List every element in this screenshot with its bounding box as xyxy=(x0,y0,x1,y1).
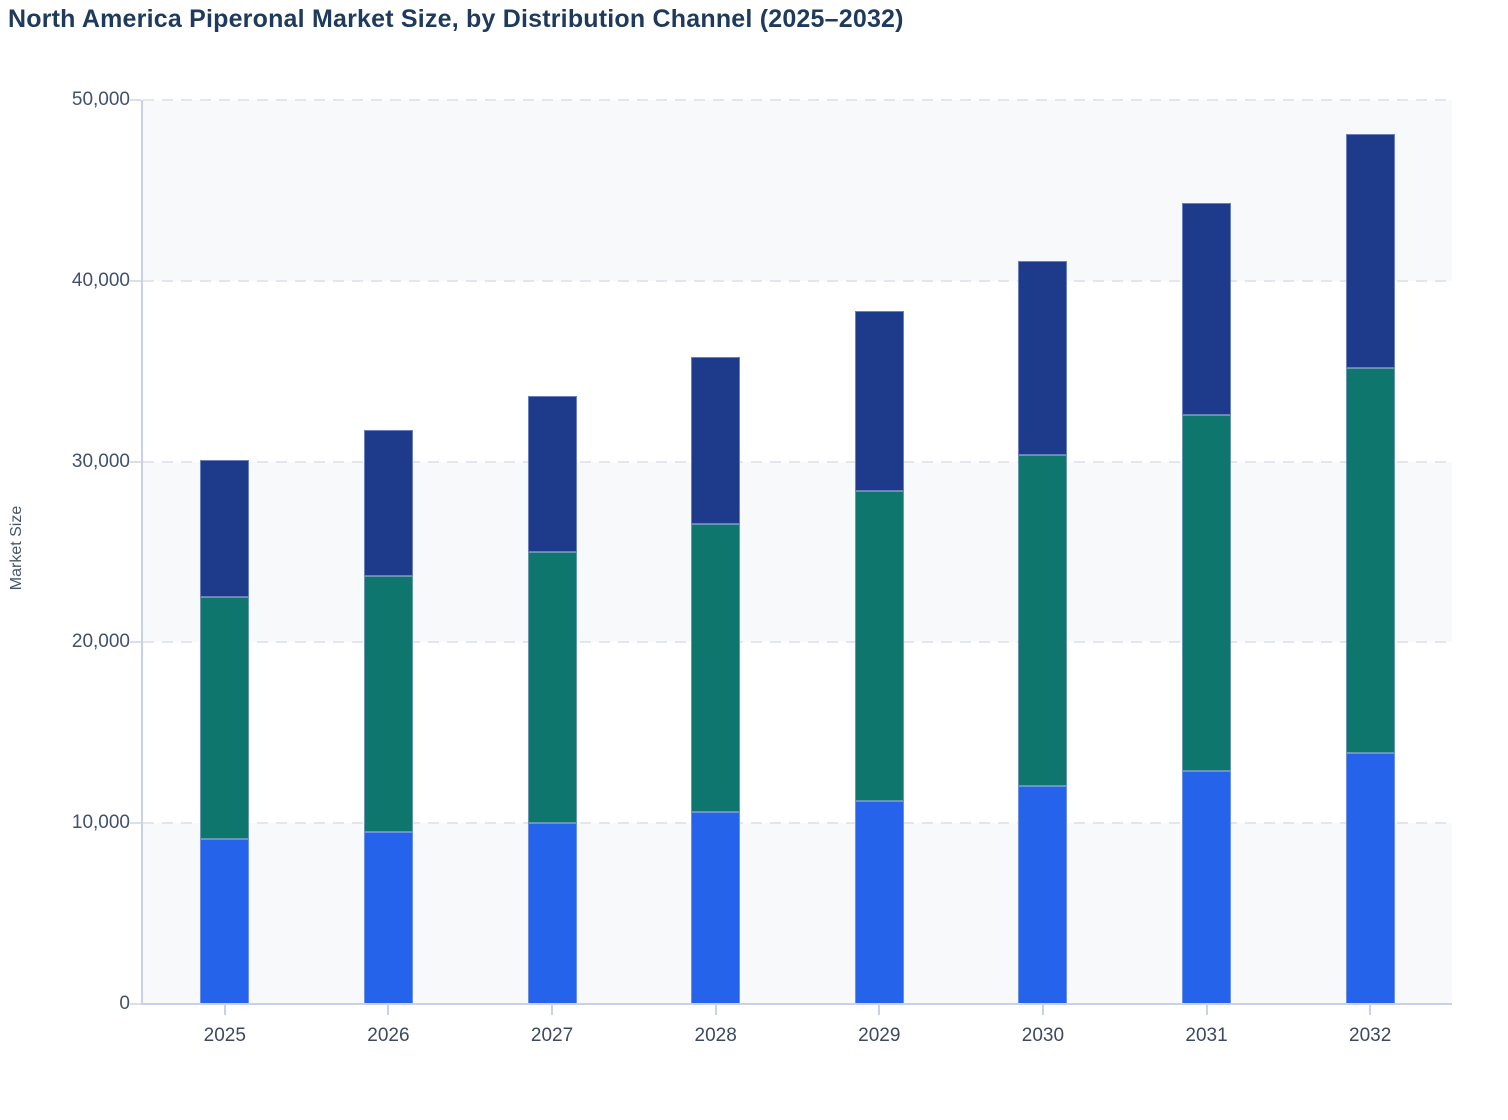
x-tick-2032 xyxy=(1369,1005,1372,1015)
y-tick-30000 xyxy=(130,460,141,463)
bar-segment-2029-navy[interactable] xyxy=(854,310,904,492)
gridline-20000 xyxy=(143,641,1452,644)
x-tick-label-2032: 2032 xyxy=(1349,1025,1392,1046)
x-tick-2031 xyxy=(1205,1005,1208,1015)
x-tick-label-2025: 2025 xyxy=(203,1025,246,1046)
bar-segment-2032-navy[interactable] xyxy=(1345,134,1395,368)
x-tick-label-2029: 2029 xyxy=(858,1025,901,1046)
bar-segment-2029-teal[interactable] xyxy=(854,491,904,801)
bar-segment-2030-teal[interactable] xyxy=(1018,455,1068,787)
bar-segment-2027-navy[interactable] xyxy=(527,395,577,552)
y-tick-label-40000: 40,000 xyxy=(71,269,130,291)
bar-segment-2031-navy[interactable] xyxy=(1182,203,1232,416)
bar-segment-2026-teal[interactable] xyxy=(363,576,413,833)
bar-segment-2025-teal[interactable] xyxy=(200,597,250,840)
bar-segment-2032-teal[interactable] xyxy=(1345,367,1395,753)
x-tick-label-2026: 2026 xyxy=(367,1025,410,1046)
x-tick-label-2028: 2028 xyxy=(694,1025,737,1046)
y-axis-line xyxy=(141,100,143,1005)
x-tick-label-2030: 2030 xyxy=(1021,1025,1065,1046)
bar-segment-2029-blue[interactable] xyxy=(854,800,904,1004)
plot-band-0-10000 xyxy=(143,823,1452,1004)
plot-band-30000-40000 xyxy=(143,280,1452,462)
gridline-50000 xyxy=(143,99,1452,101)
x-tick-2027 xyxy=(551,1005,554,1015)
gridline-10000 xyxy=(143,822,1452,825)
bar-segment-2026-navy[interactable] xyxy=(363,429,413,577)
bar-segment-2025-blue[interactable] xyxy=(200,839,250,1004)
plot-band-40000-50000 xyxy=(143,100,1452,281)
gridline-30000 xyxy=(143,460,1452,463)
bar-segment-2027-blue[interactable] xyxy=(527,823,577,1004)
chart-title: North America Piperonal Market Size, by … xyxy=(8,5,904,33)
y-axis-title: Market Size xyxy=(8,505,25,591)
bar-segment-2031-blue[interactable] xyxy=(1182,770,1232,1004)
plot-band-20000-30000 xyxy=(143,461,1452,643)
bar-segment-2027-teal[interactable] xyxy=(527,552,577,824)
plot-band-10000-20000 xyxy=(143,642,1452,824)
gridline-40000 xyxy=(143,279,1452,282)
x-tick-label-2031: 2031 xyxy=(1185,1025,1228,1046)
bar-segment-2028-navy[interactable] xyxy=(691,356,741,524)
plot-area xyxy=(143,99,1452,1004)
bar-segment-2028-teal[interactable] xyxy=(691,523,741,813)
x-tick-label-2027: 2027 xyxy=(530,1025,574,1046)
bar-segment-2026-blue[interactable] xyxy=(363,832,413,1004)
bar-segment-2031-teal[interactable] xyxy=(1182,415,1232,771)
y-tick-10000 xyxy=(130,822,141,825)
bar-segment-2030-blue[interactable] xyxy=(1018,786,1068,1004)
y-tick-label-0: 0 xyxy=(119,993,130,1014)
y-tick-label-30000: 30,000 xyxy=(71,450,130,472)
y-tick-label-10000: 10,000 xyxy=(71,812,130,834)
y-tick-0 xyxy=(130,1003,141,1005)
bar-segment-2032-blue[interactable] xyxy=(1345,752,1395,1004)
y-tick-20000 xyxy=(130,641,141,644)
x-tick-2030 xyxy=(1041,1005,1044,1015)
y-tick-40000 xyxy=(130,279,141,282)
bar-segment-2028-blue[interactable] xyxy=(691,812,741,1004)
x-tick-2025 xyxy=(223,1005,226,1015)
x-tick-2029 xyxy=(878,1005,881,1015)
x-tick-2026 xyxy=(387,1005,390,1015)
x-axis-line xyxy=(141,1003,1452,1005)
bar-segment-2030-navy[interactable] xyxy=(1018,260,1068,456)
y-tick-label-50000: 50,000 xyxy=(71,89,130,110)
x-tick-2028 xyxy=(714,1005,717,1015)
bar-segment-2025-navy[interactable] xyxy=(200,459,250,598)
y-tick-50000 xyxy=(130,99,141,101)
y-tick-label-20000: 20,000 xyxy=(71,631,130,653)
